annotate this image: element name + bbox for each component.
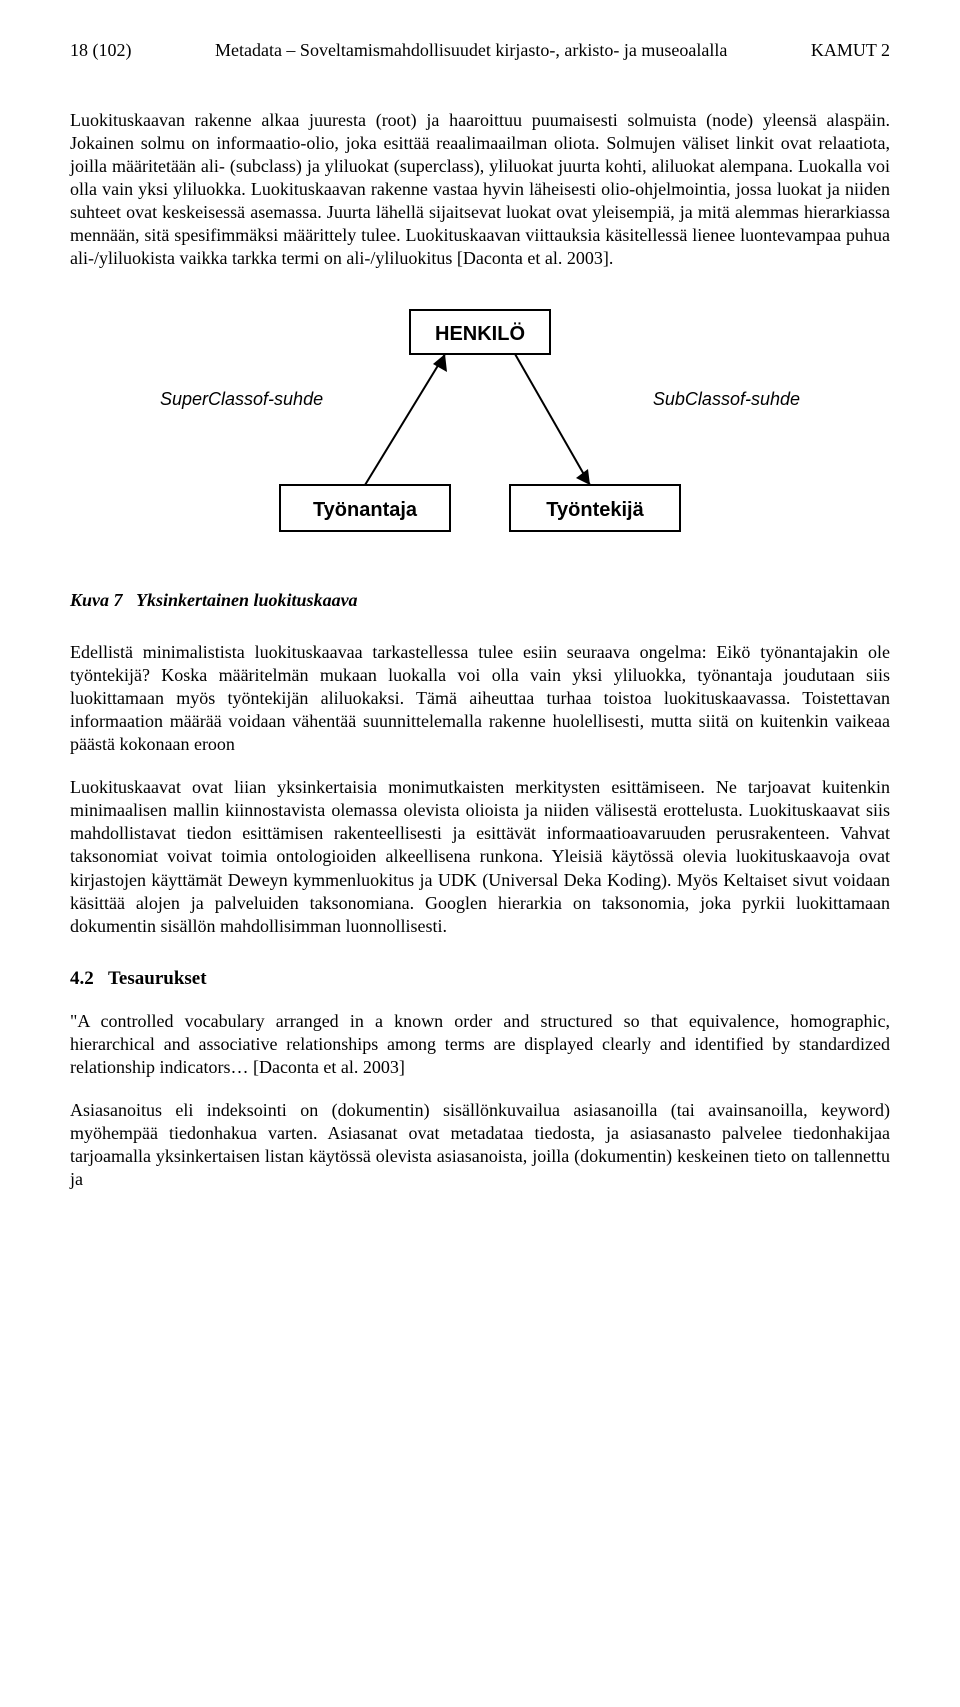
- header-title: Metadata – Soveltamismahdollisuudet kirj…: [132, 40, 811, 61]
- section-title: Tesaurukset: [108, 968, 207, 989]
- right-child-label: Työntekijä: [546, 499, 644, 521]
- edge-left: [365, 354, 445, 485]
- paragraph-2: Edellistä minimalistista luokituskaavaa …: [70, 641, 890, 756]
- figure-caption: Kuva 7 Yksinkertainen luokituskaava: [70, 590, 890, 611]
- edge-right: [515, 354, 590, 485]
- caption-text: Yksinkertainen luokituskaava: [136, 590, 358, 610]
- paragraph-4: Asiasanoitus eli indeksointi on (dokumen…: [70, 1099, 890, 1191]
- diagram-wrap: HENKILÖ SuperClassof-suhde SubClassof-su…: [70, 300, 890, 550]
- class-diagram: HENKILÖ SuperClassof-suhde SubClassof-su…: [150, 300, 810, 550]
- page: 18 (102) Metadata – Soveltamismahdollisu…: [0, 0, 960, 1271]
- caption-number: Kuva 7: [70, 590, 123, 610]
- paragraph-1: Luokituskaavan rakenne alkaa juuresta (r…: [70, 109, 890, 270]
- header-right: KAMUT 2: [811, 40, 890, 61]
- left-child-label: Työnantaja: [313, 499, 418, 521]
- blockquote: "A controlled vocabulary arranged in a k…: [70, 1010, 890, 1079]
- header-page-number: 18 (102): [70, 40, 132, 61]
- edge-label-right: SubClassof-suhde: [653, 389, 800, 409]
- section-number: 4.2: [70, 968, 94, 989]
- root-label: HENKILÖ: [435, 322, 525, 345]
- page-header: 18 (102) Metadata – Soveltamismahdollisu…: [70, 40, 890, 61]
- paragraph-3: Luokituskaavat ovat liian yksinkertaisia…: [70, 776, 890, 937]
- section-heading: 4.2 Tesaurukset: [70, 968, 890, 990]
- edge-label-left: SuperClassof-suhde: [160, 389, 323, 409]
